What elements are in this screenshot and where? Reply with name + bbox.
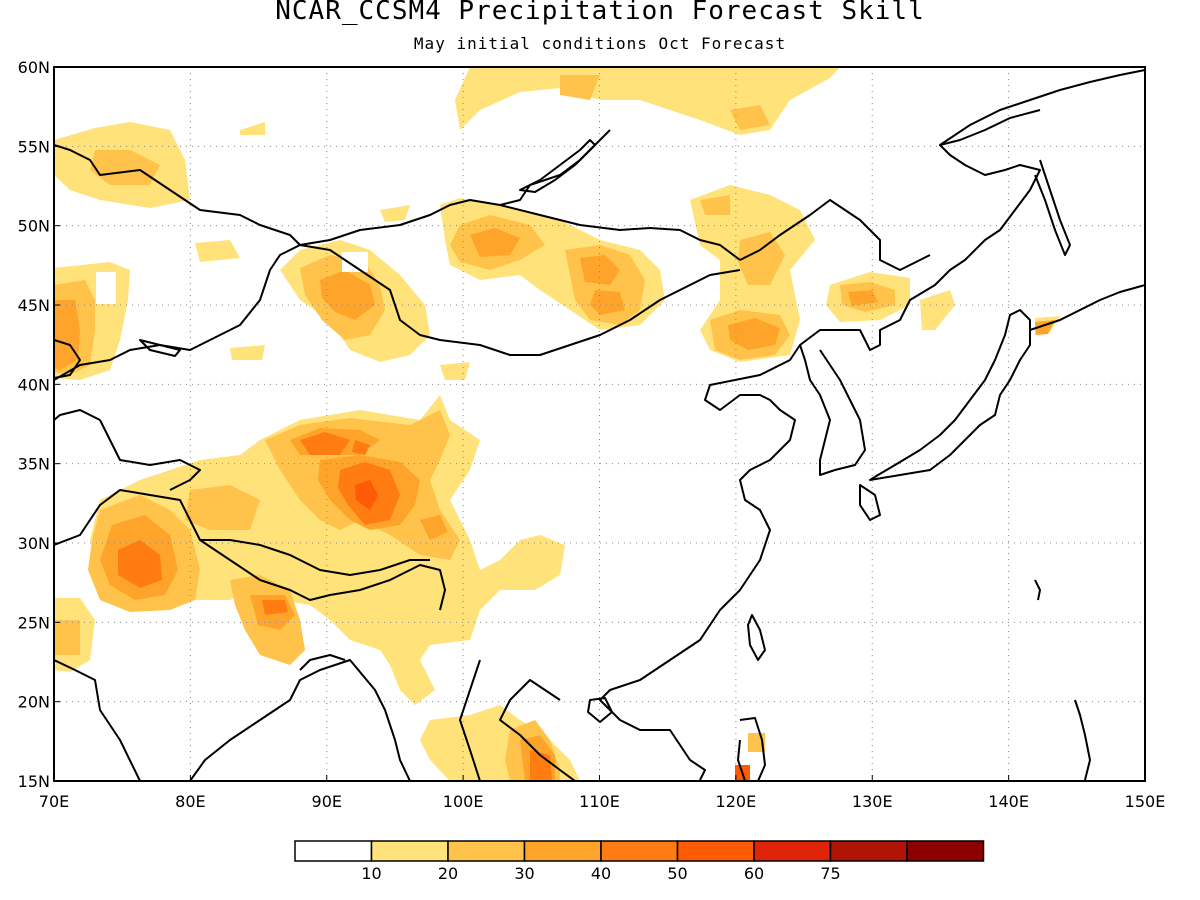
skill-level-50 bbox=[355, 480, 750, 781]
map-subtitle: May initial conditions Oct Forecast bbox=[413, 34, 787, 53]
lon-tick-label: 150E bbox=[1125, 792, 1166, 811]
graticule bbox=[54, 67, 1145, 781]
coastlines-and-borders bbox=[54, 69, 1145, 781]
lat-tick-label: 40N bbox=[18, 375, 50, 394]
lat-tick-label: 35N bbox=[18, 455, 50, 474]
lat-tick-label: 15N bbox=[18, 772, 50, 791]
colorbar-swatch bbox=[906, 840, 985, 862]
colorbar-label: 20 bbox=[438, 864, 458, 883]
colorbar-swatch bbox=[753, 840, 832, 862]
missing-data-cells bbox=[96, 115, 498, 304]
lon-tick-label: 100E bbox=[443, 792, 484, 811]
lon-tick-label: 120E bbox=[716, 792, 757, 811]
colorbar-label: 60 bbox=[744, 864, 764, 883]
lon-tick-label: 140E bbox=[988, 792, 1029, 811]
colorbar-label: 50 bbox=[667, 864, 687, 883]
longitude-axis: 70E 80E 90E 100E 110E 120E 130E 140E 150E bbox=[39, 775, 1166, 811]
lat-tick-label: 30N bbox=[18, 534, 50, 553]
lat-tick-label: 25N bbox=[18, 613, 50, 632]
colorbar-swatch bbox=[676, 840, 755, 862]
skill-shading-layer bbox=[54, 67, 1060, 781]
colorbar: 10 20 30 40 50 60 75 bbox=[294, 840, 985, 883]
lon-tick-label: 90E bbox=[312, 792, 342, 811]
lat-tick-label: 60N bbox=[18, 58, 50, 77]
map-title: NCAR_CCSM4 Precipitation Forecast Skill bbox=[275, 0, 925, 26]
colorbar-label: 40 bbox=[591, 864, 611, 883]
colorbar-swatch bbox=[447, 840, 526, 862]
colorbar-label: 30 bbox=[514, 864, 534, 883]
lat-tick-label: 50N bbox=[18, 217, 50, 236]
lon-tick-label: 110E bbox=[579, 792, 620, 811]
lon-tick-label: 70E bbox=[39, 792, 69, 811]
colorbar-swatch bbox=[370, 840, 449, 862]
colorbar-label: 10 bbox=[361, 864, 381, 883]
colorbar-label: 75 bbox=[820, 864, 840, 883]
lat-tick-label: 45N bbox=[18, 296, 50, 315]
colorbar-swatch bbox=[600, 840, 679, 862]
colorbar-swatch bbox=[294, 840, 373, 862]
colorbar-swatch bbox=[523, 840, 602, 862]
lon-tick-label: 130E bbox=[852, 792, 893, 811]
latitude-axis: 15N 20N 25N 30N 35N 40N 45N 50N 55N 60N bbox=[18, 58, 60, 791]
lat-tick-label: 20N bbox=[18, 693, 50, 712]
lat-tick-label: 55N bbox=[18, 137, 50, 156]
colorbar-swatch bbox=[829, 840, 908, 862]
lon-tick-label: 80E bbox=[175, 792, 205, 811]
